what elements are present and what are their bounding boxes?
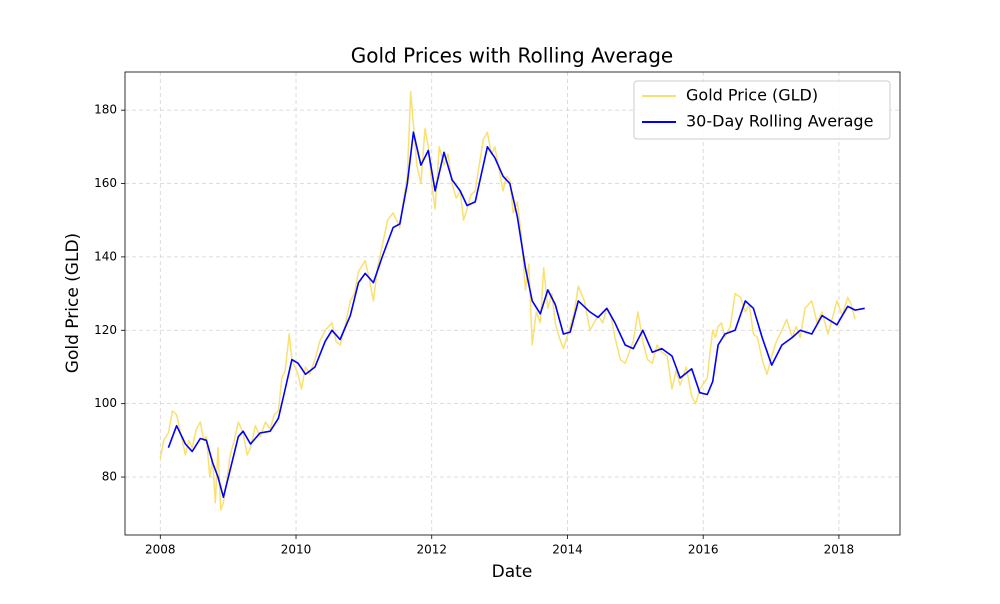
- x-tick-label: 2012: [416, 543, 447, 557]
- chart-title: Gold Prices with Rolling Average: [351, 44, 673, 68]
- x-axis-label: Date: [492, 562, 533, 582]
- y-axis-label: Gold Price (GLD): [63, 233, 83, 373]
- series-line: [167, 131, 865, 498]
- y-tick-label: 100: [94, 396, 117, 410]
- x-tick-label: 2010: [281, 543, 312, 557]
- y-tick-label: 160: [94, 176, 117, 190]
- y-tick-label: 80: [102, 470, 117, 484]
- y-tick-label: 140: [94, 249, 117, 263]
- legend-label: 30-Day Rolling Average: [686, 112, 873, 131]
- x-tick-label: 2008: [145, 543, 176, 557]
- y-tick-label: 120: [94, 323, 117, 337]
- y-tick-label: 180: [94, 103, 117, 117]
- x-tick-label: 2018: [824, 543, 855, 557]
- legend-box: [633, 80, 891, 140]
- x-tick-label: 2016: [688, 543, 719, 557]
- legend-label: Gold Price (GLD): [686, 86, 818, 105]
- plot-frame: [124, 71, 901, 536]
- x-tick-label: 2014: [552, 543, 583, 557]
